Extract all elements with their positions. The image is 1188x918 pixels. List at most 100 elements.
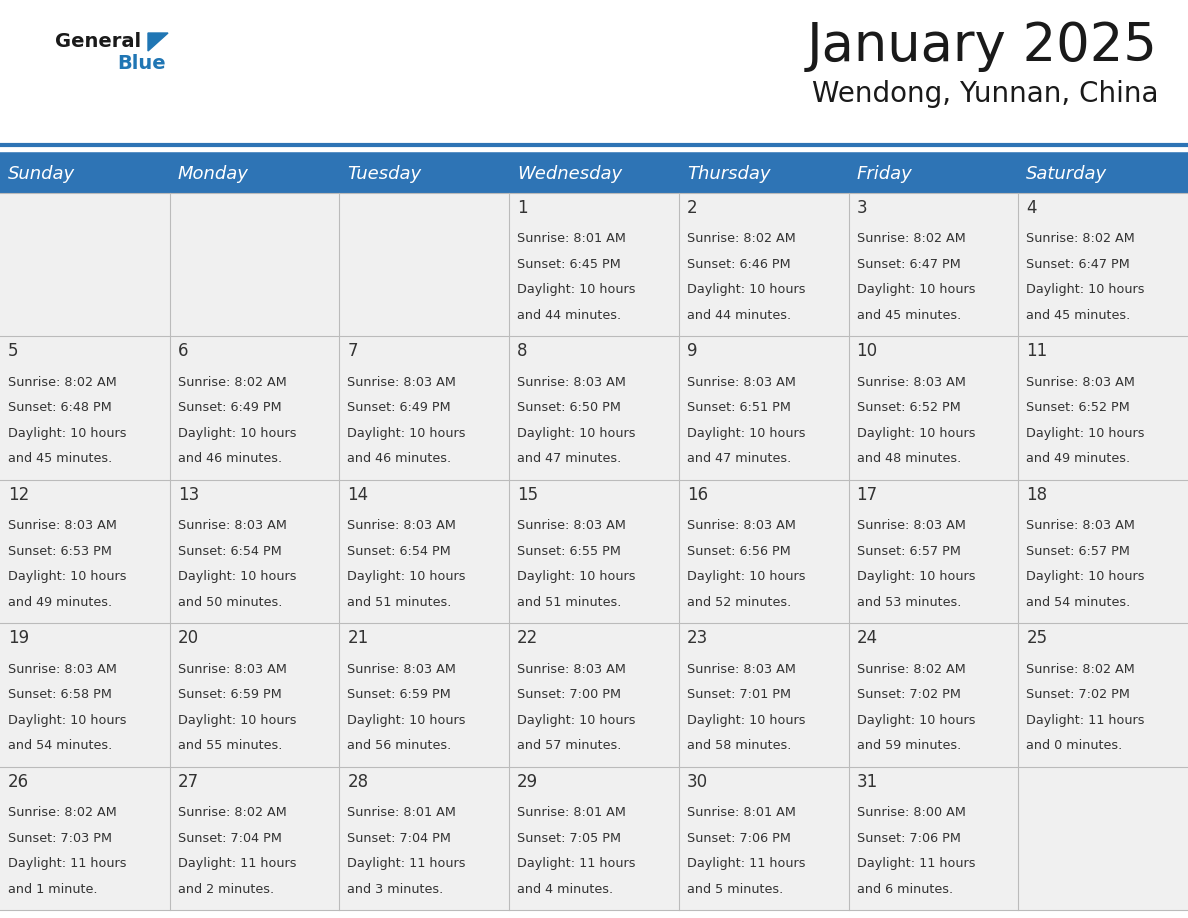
Text: and 5 minutes.: and 5 minutes. [687, 882, 783, 896]
Text: Sunset: 7:05 PM: Sunset: 7:05 PM [517, 832, 621, 845]
Text: Sunrise: 8:01 AM: Sunrise: 8:01 AM [347, 806, 456, 819]
Bar [1018, 193, 1188, 336]
Text: Daylight: 10 hours: Daylight: 10 hours [178, 570, 296, 583]
Text: and 47 minutes.: and 47 minutes. [687, 453, 791, 465]
Text: and 55 minutes.: and 55 minutes. [178, 739, 282, 752]
Text: Daylight: 10 hours: Daylight: 10 hours [8, 427, 126, 440]
Text: 18: 18 [1026, 486, 1048, 504]
Text: January 2025: January 2025 [807, 20, 1158, 72]
Text: and 45 minutes.: and 45 minutes. [1026, 309, 1131, 322]
Text: 17: 17 [857, 486, 878, 504]
Text: Sunset: 7:04 PM: Sunset: 7:04 PM [178, 832, 282, 845]
Text: 10: 10 [857, 342, 878, 361]
Text: and 49 minutes.: and 49 minutes. [8, 596, 112, 609]
Text: Sunrise: 8:03 AM: Sunrise: 8:03 AM [178, 663, 286, 676]
Text: 5: 5 [8, 342, 19, 361]
Text: Sunset: 6:54 PM: Sunset: 6:54 PM [178, 544, 282, 558]
Text: Thursday: Thursday [687, 165, 770, 183]
Text: Sunrise: 8:01 AM: Sunrise: 8:01 AM [517, 806, 626, 819]
Text: Daylight: 10 hours: Daylight: 10 hours [687, 570, 805, 583]
Text: Sunset: 7:02 PM: Sunset: 7:02 PM [857, 688, 960, 701]
Bar [510, 623, 678, 767]
Text: Daylight: 10 hours: Daylight: 10 hours [1026, 427, 1145, 440]
Text: Sunrise: 8:03 AM: Sunrise: 8:03 AM [687, 520, 796, 532]
Text: Sunset: 6:58 PM: Sunset: 6:58 PM [8, 688, 112, 701]
Text: Daylight: 10 hours: Daylight: 10 hours [857, 427, 975, 440]
Text: Saturday: Saturday [1026, 165, 1107, 183]
Bar [0, 336, 170, 480]
Text: Sunrise: 8:02 AM: Sunrise: 8:02 AM [857, 232, 966, 245]
Bar [510, 155, 678, 193]
Text: and 0 minutes.: and 0 minutes. [1026, 739, 1123, 752]
Text: Daylight: 11 hours: Daylight: 11 hours [1026, 713, 1145, 727]
Text: Sunset: 6:54 PM: Sunset: 6:54 PM [347, 544, 451, 558]
Text: Daylight: 10 hours: Daylight: 10 hours [178, 427, 296, 440]
Text: Daylight: 10 hours: Daylight: 10 hours [687, 713, 805, 727]
Bar [0, 767, 170, 910]
Text: Wednesday: Wednesday [517, 165, 623, 183]
Bar [1018, 155, 1188, 193]
Text: and 47 minutes.: and 47 minutes. [517, 453, 621, 465]
Text: Sunset: 6:46 PM: Sunset: 6:46 PM [687, 258, 790, 271]
Bar [170, 155, 340, 193]
Text: Sunset: 6:57 PM: Sunset: 6:57 PM [1026, 544, 1130, 558]
Text: Daylight: 10 hours: Daylight: 10 hours [517, 427, 636, 440]
Text: Daylight: 10 hours: Daylight: 10 hours [347, 427, 466, 440]
Bar [170, 623, 340, 767]
Text: 14: 14 [347, 486, 368, 504]
Text: Sunrise: 8:02 AM: Sunrise: 8:02 AM [178, 806, 286, 819]
Text: Sunday: Sunday [8, 165, 75, 183]
Text: Monday: Monday [178, 165, 248, 183]
Text: Sunrise: 8:03 AM: Sunrise: 8:03 AM [517, 663, 626, 676]
Text: and 45 minutes.: and 45 minutes. [8, 453, 112, 465]
Bar [848, 480, 1018, 623]
Text: Sunset: 6:47 PM: Sunset: 6:47 PM [1026, 258, 1130, 271]
Text: Sunrise: 8:03 AM: Sunrise: 8:03 AM [687, 663, 796, 676]
Text: Sunset: 6:45 PM: Sunset: 6:45 PM [517, 258, 621, 271]
Text: Sunset: 7:01 PM: Sunset: 7:01 PM [687, 688, 791, 701]
Bar [678, 480, 848, 623]
Text: 25: 25 [1026, 629, 1048, 647]
Bar [0, 155, 170, 193]
Text: Sunrise: 8:03 AM: Sunrise: 8:03 AM [1026, 520, 1136, 532]
Text: Sunrise: 8:02 AM: Sunrise: 8:02 AM [1026, 232, 1135, 245]
Text: and 2 minutes.: and 2 minutes. [178, 882, 274, 896]
Bar [0, 623, 170, 767]
Text: Sunset: 6:52 PM: Sunset: 6:52 PM [857, 401, 960, 414]
Text: Sunrise: 8:01 AM: Sunrise: 8:01 AM [687, 806, 796, 819]
Text: Wendong, Yunnan, China: Wendong, Yunnan, China [811, 80, 1158, 108]
Text: and 54 minutes.: and 54 minutes. [8, 739, 112, 752]
Text: Sunset: 6:59 PM: Sunset: 6:59 PM [178, 688, 282, 701]
Bar [848, 767, 1018, 910]
Text: Daylight: 10 hours: Daylight: 10 hours [347, 713, 466, 727]
Bar [510, 767, 678, 910]
Text: 6: 6 [178, 342, 188, 361]
Text: Daylight: 11 hours: Daylight: 11 hours [178, 857, 296, 870]
Bar [678, 767, 848, 910]
Bar [678, 193, 848, 336]
Text: Sunrise: 8:03 AM: Sunrise: 8:03 AM [8, 663, 116, 676]
Text: 3: 3 [857, 199, 867, 217]
Text: Daylight: 10 hours: Daylight: 10 hours [1026, 284, 1145, 297]
Text: 21: 21 [347, 629, 368, 647]
Text: Daylight: 10 hours: Daylight: 10 hours [857, 284, 975, 297]
Text: Sunset: 6:47 PM: Sunset: 6:47 PM [857, 258, 960, 271]
Text: Sunrise: 8:03 AM: Sunrise: 8:03 AM [347, 520, 456, 532]
Text: Sunrise: 8:00 AM: Sunrise: 8:00 AM [857, 806, 966, 819]
Bar [0, 193, 170, 336]
Text: Sunrise: 8:03 AM: Sunrise: 8:03 AM [347, 375, 456, 388]
Bar [340, 336, 510, 480]
Text: and 48 minutes.: and 48 minutes. [857, 453, 961, 465]
Text: 29: 29 [517, 773, 538, 790]
Text: and 45 minutes.: and 45 minutes. [857, 309, 961, 322]
Text: and 50 minutes.: and 50 minutes. [178, 596, 282, 609]
Text: Sunrise: 8:03 AM: Sunrise: 8:03 AM [178, 520, 286, 532]
Text: Sunrise: 8:02 AM: Sunrise: 8:02 AM [1026, 663, 1135, 676]
Text: 8: 8 [517, 342, 527, 361]
Text: 1: 1 [517, 199, 527, 217]
Text: Sunset: 6:49 PM: Sunset: 6:49 PM [347, 401, 451, 414]
Text: Sunset: 7:06 PM: Sunset: 7:06 PM [687, 832, 791, 845]
Text: and 44 minutes.: and 44 minutes. [517, 309, 621, 322]
Bar [1018, 767, 1188, 910]
Bar [340, 155, 510, 193]
